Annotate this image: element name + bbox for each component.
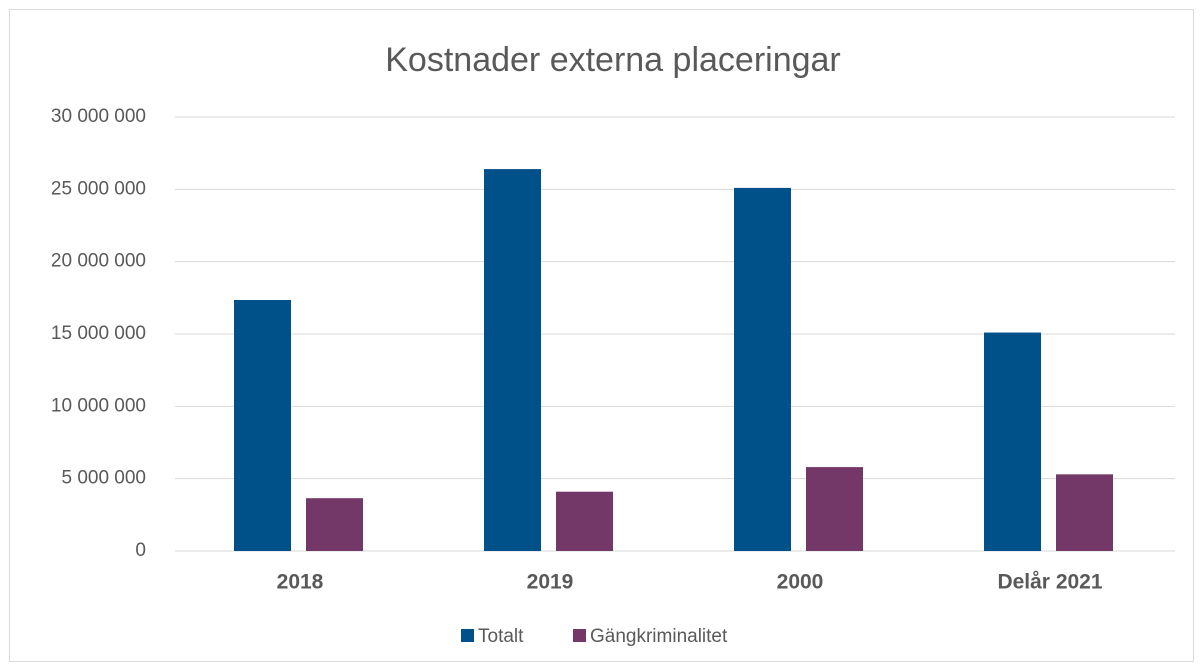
bar [734,187,791,552]
x-tick-label: Delår 2021 [997,571,1102,594]
x-tick-label: 2000 [777,571,824,594]
bar [306,498,363,551]
bar [984,332,1041,551]
legend-swatch [461,629,474,642]
bar [1056,474,1113,551]
x-tick-label: 2018 [277,571,324,594]
y-tick-label: 20 000 000 [51,251,146,272]
bar [806,467,863,551]
y-tick-label: 30 000 000 [51,106,146,127]
legend-swatch [573,629,586,642]
y-tick-label: 5 000 000 [61,468,146,489]
bar [556,491,613,551]
bar [234,300,291,551]
x-tick-label: 2019 [527,571,574,594]
y-tick-label: 10 000 000 [51,395,146,416]
legend-label: Totalt [478,626,524,647]
y-tick-label: 15 000 000 [51,323,146,344]
legend-label: Gängkriminalitet [590,626,728,647]
y-tick-label: 0 [135,540,146,561]
y-tick-label: 25 000 000 [51,178,146,199]
bar [484,169,541,551]
chart-title: Kostnader externa placeringar [385,41,841,79]
